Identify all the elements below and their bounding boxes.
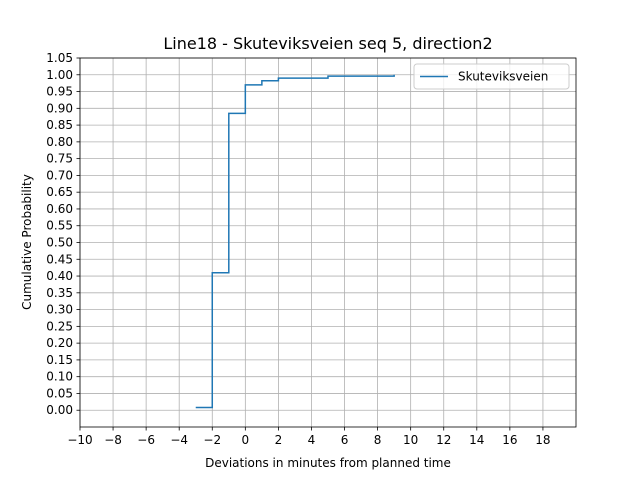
y-tick-label: 0.30 xyxy=(46,303,73,317)
legend: Skuteviksveien xyxy=(413,63,570,90)
y-tick-label: 0.95 xyxy=(46,85,73,99)
legend-label: Skuteviksveien xyxy=(458,70,548,84)
series-line xyxy=(195,74,395,409)
x-tick-label: 12 xyxy=(436,433,451,447)
x-axis: −10 −8 −6 −4 −2 0 2 4 6 8 10 12 14 16 18 xyxy=(67,427,551,447)
y-tick-label: 0.05 xyxy=(46,386,73,400)
y-tick-label: 0.70 xyxy=(46,168,73,182)
y-tick-label: 0.60 xyxy=(46,202,73,216)
x-tick-label: −10 xyxy=(67,433,92,447)
x-axis-label: Deviations in minutes from planned time xyxy=(205,456,451,470)
x-tick-label: 10 xyxy=(403,433,418,447)
x-tick-label: 14 xyxy=(469,433,484,447)
x-tick-label: 6 xyxy=(341,433,349,447)
y-tick-label: 0.45 xyxy=(46,252,73,266)
x-tick-label: 18 xyxy=(535,433,550,447)
x-tick-label: 16 xyxy=(502,433,517,447)
y-axis: 0.00 0.05 0.10 0.15 0.20 0.25 0.30 0.35 0.40 0.45… xyxy=(46,51,80,417)
y-tick-label: 0.40 xyxy=(46,269,73,283)
y-tick-label: 0.25 xyxy=(46,319,73,333)
y-tick-label: 0.90 xyxy=(46,101,73,115)
chart-title: Line18 - Skuteviksveien seq 5, direction… xyxy=(163,34,492,53)
x-tick-label: −4 xyxy=(170,433,188,447)
x-tick-label: −8 xyxy=(104,433,122,447)
y-tick-label: 0.75 xyxy=(46,152,73,166)
y-tick-label: 0.80 xyxy=(46,135,73,149)
y-tick-label: 0.65 xyxy=(46,185,73,199)
y-tick-label: 0.35 xyxy=(46,286,73,300)
x-tick-label: −2 xyxy=(203,433,221,447)
y-tick-label: 0.15 xyxy=(46,353,73,367)
x-tick-label: 0 xyxy=(242,433,250,447)
y-tick-label: 0.85 xyxy=(46,118,73,132)
y-tick-label: 0.20 xyxy=(46,336,73,350)
y-tick-label: 0.50 xyxy=(46,236,73,250)
y-tick-label: 0.55 xyxy=(46,219,73,233)
x-tick-label: −6 xyxy=(137,433,155,447)
y-tick-label: 0.10 xyxy=(46,370,73,384)
x-tick-label: 2 xyxy=(275,433,283,447)
x-tick-label: 4 xyxy=(308,433,316,447)
x-tick-label: 8 xyxy=(374,433,382,447)
y-tick-label: 1.00 xyxy=(46,68,73,82)
series-layer xyxy=(195,74,395,409)
legend-box xyxy=(413,63,570,90)
y-tick-label: 1.05 xyxy=(46,51,73,65)
y-axis-label: Cumulative Probability xyxy=(20,174,34,310)
y-tick-label: 0.00 xyxy=(46,403,73,417)
grid xyxy=(79,57,576,427)
